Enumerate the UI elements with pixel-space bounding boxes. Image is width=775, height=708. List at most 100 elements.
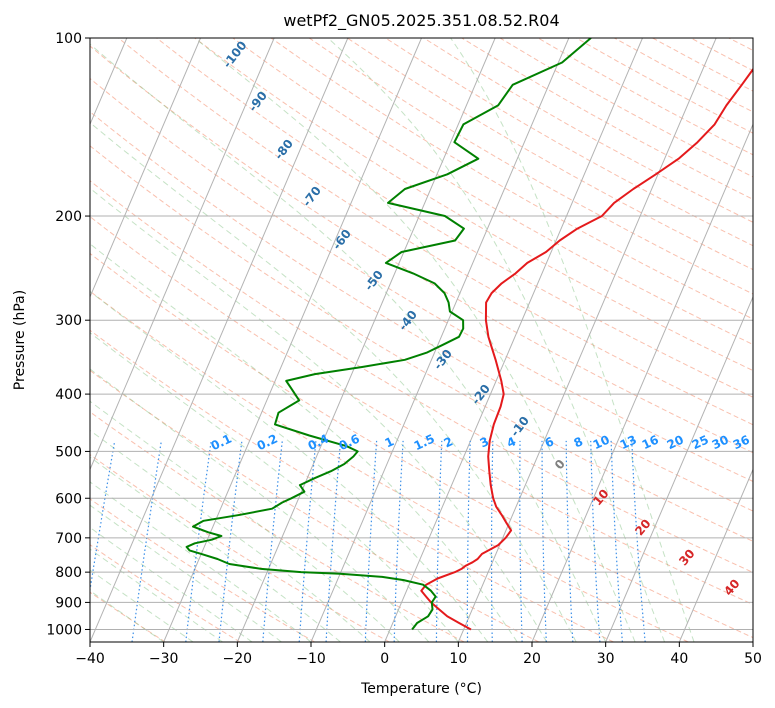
dry-adiabat [423, 38, 753, 223]
dry-adiabat [652, 38, 753, 92]
dry-adiabat [537, 38, 753, 156]
mixing-ratio-line [131, 440, 162, 642]
pressure-gridlines [90, 38, 753, 630]
mixing-ratio-line [466, 440, 471, 642]
dry-adiabat [728, 38, 753, 51]
y-tick-label: 1000 [46, 622, 82, 638]
y-axis-title: Pressure (hPa) [12, 290, 28, 390]
x-tick-label: 30 [597, 651, 615, 667]
mixing-ratio-line [298, 440, 317, 642]
dry-adiabat [461, 38, 753, 200]
y-tick-label: 600 [55, 491, 82, 507]
isotherm [384, 38, 643, 642]
mixing-ratio-line [364, 440, 378, 642]
mixing-ratio-line [262, 440, 283, 642]
y-tick-label: 100 [55, 31, 82, 47]
moist-adiabat [90, 504, 282, 642]
dry-adiabat [90, 252, 753, 639]
x-axis-title: Temperature (°C) [360, 681, 482, 697]
dry-adiabat [90, 591, 166, 642]
mixing-ratio-line [541, 440, 547, 642]
dry-adiabat [194, 38, 753, 372]
moist-adiabat [90, 400, 400, 642]
dry-adiabat-label: -90 [246, 89, 270, 115]
moist-adiabat [90, 290, 489, 642]
mixing-ratio-line [610, 440, 623, 642]
plot-frame [89, 37, 754, 643]
temperature-profile [420, 67, 753, 631]
x-tick-label: −10 [296, 651, 326, 667]
mixing-ratio-label: 30 [710, 433, 731, 453]
dry-adiabat-label: -60 [330, 227, 354, 253]
y-tick-label: 500 [55, 444, 82, 460]
mixing-ratio-line [393, 440, 404, 642]
dry-adiabat [90, 411, 465, 642]
dry-adiabat [232, 38, 753, 346]
dry-adiabat [270, 38, 753, 320]
mixing-ratio-label: 20 [665, 433, 686, 453]
background-lines [90, 38, 775, 642]
moist-adiabat [90, 429, 371, 642]
mixing-ratio-line [435, 440, 443, 642]
mixing-ratio-line [490, 440, 494, 642]
isotherm [678, 468, 753, 642]
dry-adiabat [90, 145, 753, 542]
mixing-ratio-label: 16 [640, 433, 661, 453]
isotherm [457, 38, 717, 642]
x-axis: −40 −30 −20 −10 0 10 20 30 40 50 [75, 642, 762, 667]
isotherm [531, 123, 753, 642]
x-tick-label: 10 [449, 651, 467, 667]
dry-adiabat [308, 38, 753, 295]
isotherm [163, 38, 422, 642]
dry-adiabat [90, 180, 753, 573]
dry-adiabat [90, 329, 614, 642]
dry-adiabat-label: -20 [469, 382, 493, 408]
isotherm [90, 38, 275, 471]
x-tick-label: 40 [670, 651, 688, 667]
moist-adiabat [90, 122, 577, 642]
mixing-ratio-line [565, 440, 574, 642]
dry-adiabat [90, 77, 753, 483]
x-tick-label: 50 [744, 651, 762, 667]
isotherm [90, 38, 349, 642]
dry-adiabat [90, 111, 753, 512]
moist-adiabat [90, 526, 253, 642]
dry-adiabat [118, 38, 753, 426]
x-tick-label: −20 [223, 651, 253, 667]
isotherm [236, 38, 496, 642]
dry-adiabat [90, 215, 753, 606]
dry-adiabat [767, 38, 775, 642]
mixing-ratio-label: 0.2 [255, 432, 280, 454]
mixing-ratio-line [590, 440, 601, 642]
mixing-ratio-label: 36 [731, 433, 752, 453]
dry-adiabat [690, 38, 753, 72]
moist-adiabat-label: 0 [552, 457, 568, 472]
mixing-ratio-line [218, 440, 243, 642]
mixing-ratio-label: 25 [690, 433, 711, 453]
dry-adiabat [90, 290, 689, 642]
isotherm [310, 38, 570, 642]
moist-adiabat [90, 456, 341, 642]
moist-adiabat [90, 332, 459, 642]
mixing-ratio-line [325, 440, 342, 642]
moist-adiabat [450, 38, 695, 642]
y-tick-label: 200 [55, 209, 82, 225]
dry-adiabat [576, 38, 753, 134]
x-tick-label: 0 [380, 651, 389, 667]
dry-adiabat-label: -80 [272, 137, 296, 163]
dry-adiabat-label: -100 [220, 38, 250, 70]
dry-adiabat-label: -40 [396, 308, 420, 334]
mixing-ratio-label: 6 [543, 434, 556, 450]
dry-adiabat [90, 454, 390, 642]
dry-adiabat-label: -70 [300, 184, 324, 210]
moist-adiabat [90, 590, 164, 642]
mixing-ratio-label: 0.6 [337, 432, 362, 454]
moist-adiabat [327, 38, 666, 642]
dry-adiabat [385, 38, 753, 247]
moist-adiabat [90, 187, 548, 642]
moist-adiabat [90, 548, 223, 642]
mixing-ratio-line [631, 440, 646, 642]
mixing-ratio-label: 1.5 [412, 432, 437, 454]
mixing-ratio-label: 13 [618, 433, 639, 453]
